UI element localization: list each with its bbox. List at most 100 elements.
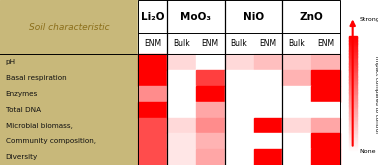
Bar — [282, 149, 311, 165]
Bar — [349, 36, 357, 38]
Bar — [349, 66, 357, 68]
Bar — [311, 118, 340, 133]
Bar — [349, 114, 357, 116]
Bar — [349, 101, 357, 103]
Bar — [282, 133, 311, 149]
Text: Total DNA: Total DNA — [6, 107, 41, 113]
Bar — [349, 40, 357, 42]
Bar — [349, 105, 357, 107]
Bar — [196, 133, 225, 149]
Text: NiO: NiO — [243, 12, 264, 21]
Bar — [349, 143, 357, 145]
Bar — [254, 70, 282, 86]
Bar — [254, 149, 282, 165]
Bar — [349, 130, 357, 132]
Bar — [138, 118, 167, 133]
Bar — [349, 136, 357, 137]
Bar — [349, 127, 357, 129]
Bar — [254, 102, 282, 118]
Bar — [349, 88, 357, 90]
Bar — [349, 89, 357, 91]
Bar — [349, 50, 357, 52]
Bar — [311, 54, 340, 70]
Bar — [282, 102, 311, 118]
Bar — [349, 81, 357, 82]
Bar — [349, 62, 357, 64]
Bar — [138, 149, 167, 165]
Bar — [349, 125, 357, 127]
Bar — [349, 131, 357, 133]
Bar — [311, 86, 340, 102]
Bar — [254, 133, 282, 149]
Bar — [349, 92, 357, 94]
Text: ENM: ENM — [144, 39, 161, 48]
Bar — [349, 75, 357, 77]
Bar — [349, 102, 357, 104]
Bar — [225, 54, 254, 70]
Bar — [282, 54, 311, 70]
Text: ZnO: ZnO — [299, 12, 323, 21]
Bar — [349, 128, 357, 130]
Bar — [167, 102, 196, 118]
Bar — [349, 121, 357, 123]
Bar — [349, 124, 357, 126]
Bar — [349, 141, 357, 143]
Bar — [349, 144, 357, 146]
Bar — [254, 54, 282, 70]
Bar — [167, 70, 196, 86]
Bar — [349, 95, 357, 97]
Text: Microbial biomass,: Microbial biomass, — [6, 123, 73, 129]
Bar — [349, 68, 357, 69]
Bar — [167, 149, 196, 165]
Bar — [349, 147, 357, 149]
Bar — [225, 86, 254, 102]
Text: pH: pH — [6, 59, 15, 65]
Bar — [349, 69, 357, 71]
Bar — [349, 48, 357, 49]
Text: MoO₃: MoO₃ — [180, 12, 211, 21]
Bar — [349, 52, 357, 54]
Text: Bulk: Bulk — [173, 39, 190, 48]
Bar — [311, 102, 340, 118]
Bar — [349, 107, 357, 109]
Bar — [349, 133, 357, 134]
Bar — [349, 45, 357, 46]
Bar — [311, 70, 340, 86]
Bar — [138, 102, 167, 118]
Text: Strong: Strong — [360, 17, 378, 22]
Bar — [225, 70, 254, 86]
Text: None: None — [360, 149, 376, 154]
Bar — [311, 133, 340, 149]
Bar — [349, 86, 357, 88]
Bar — [167, 86, 196, 102]
Bar — [349, 58, 357, 59]
Bar — [349, 146, 357, 148]
Bar — [349, 111, 357, 113]
Bar — [196, 86, 225, 102]
Bar — [349, 85, 357, 87]
Bar — [349, 117, 357, 119]
Text: Diversity: Diversity — [6, 154, 38, 160]
Bar — [196, 70, 225, 86]
Bar — [349, 46, 357, 48]
Bar — [225, 149, 254, 165]
Text: Enzymes: Enzymes — [6, 91, 38, 97]
Bar — [282, 86, 311, 102]
Bar — [349, 49, 357, 51]
Bar — [349, 150, 357, 152]
Bar — [349, 134, 357, 136]
Bar — [254, 86, 282, 102]
Bar — [349, 61, 357, 62]
Bar — [349, 110, 357, 111]
Bar — [196, 149, 225, 165]
Bar — [349, 43, 357, 45]
Bar — [167, 54, 196, 70]
Bar — [349, 108, 357, 110]
Text: Basal respiration: Basal respiration — [6, 75, 66, 81]
Bar — [349, 91, 357, 93]
Text: ENM: ENM — [317, 39, 334, 48]
Bar — [225, 102, 254, 118]
Bar — [349, 78, 357, 80]
Bar — [349, 120, 357, 121]
Bar — [349, 82, 357, 84]
